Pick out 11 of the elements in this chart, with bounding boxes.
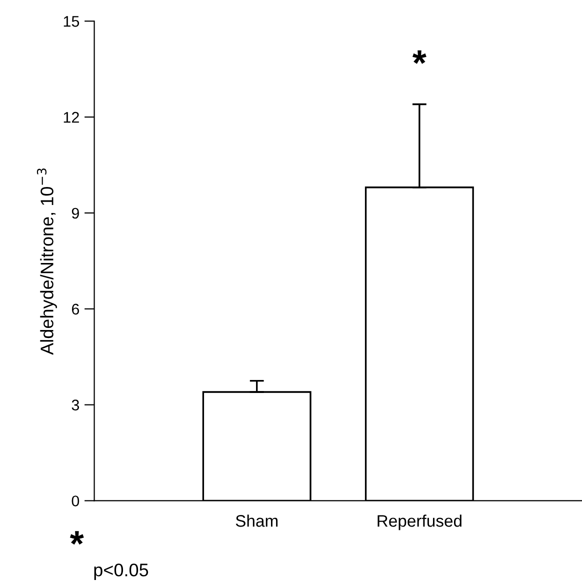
x-tick-label: Reperfused [378, 514, 462, 530]
annotation: * [412, 50, 426, 64]
y-tick-label: 9 [72, 208, 79, 219]
y-tick-label: 12 [64, 112, 79, 123]
y-tick-label: 3 [72, 400, 80, 410]
y-axis-title: Aldehyde/Nitrone, 10$^{−3}$ [36, 168, 57, 355]
y-tick-label: 0 [72, 496, 80, 506]
x-tick-label: Sham [236, 514, 278, 527]
y-tick-label: 15 [64, 16, 80, 27]
y-tick-label: 6 [72, 304, 80, 315]
text: * p<0.05 [70, 531, 148, 580]
